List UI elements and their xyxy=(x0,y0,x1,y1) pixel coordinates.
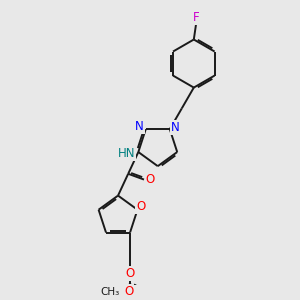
Text: F: F xyxy=(193,11,200,24)
Text: O: O xyxy=(124,285,134,298)
Text: CH₃: CH₃ xyxy=(101,287,120,297)
Text: N: N xyxy=(135,120,144,134)
Text: N: N xyxy=(170,121,179,134)
Text: HN: HN xyxy=(118,147,135,160)
Text: O: O xyxy=(136,200,146,213)
Text: O: O xyxy=(125,267,135,280)
Text: O: O xyxy=(146,173,155,186)
